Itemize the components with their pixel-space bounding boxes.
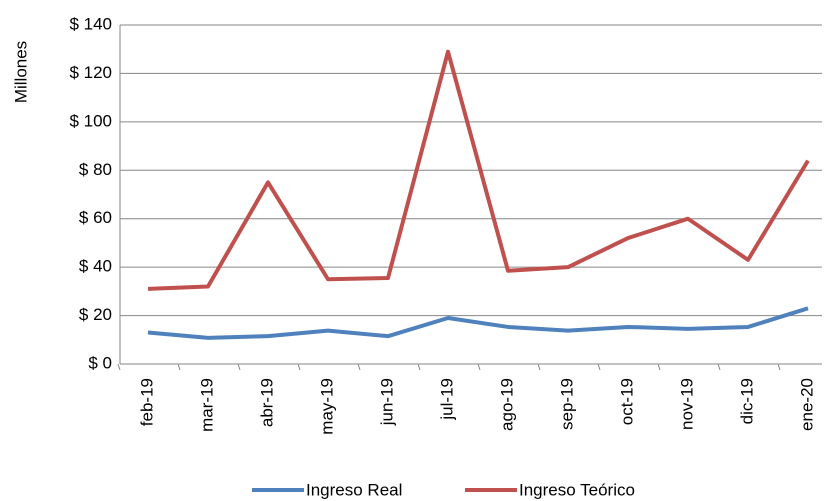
y-tick-label: $ 40 <box>79 257 112 276</box>
x-tick <box>477 363 481 371</box>
series-line <box>147 49 810 291</box>
x-tick-label: mar-19 <box>197 378 216 432</box>
y-tick-label: $ 60 <box>79 208 112 227</box>
x-tick <box>297 363 301 371</box>
x-tick-label: feb-19 <box>137 378 156 426</box>
x-tick <box>177 363 181 371</box>
y-tick-label: $ 80 <box>79 160 112 179</box>
x-tick <box>597 363 601 371</box>
x-tick-label: dic-19 <box>737 378 756 424</box>
y-tick-label: $ 0 <box>88 353 112 372</box>
legend-label: Ingreso Real <box>306 480 402 499</box>
y-tick-label: $ 140 <box>69 14 112 33</box>
x-tick-label: may-19 <box>317 378 336 435</box>
x-tick <box>657 363 661 371</box>
x-tick <box>777 363 781 371</box>
y-axis-label: Millones <box>11 41 30 103</box>
x-tick <box>717 363 721 371</box>
x-tick-label: oct-19 <box>617 378 636 425</box>
x-tick-label: jul-19 <box>437 378 456 421</box>
x-tick <box>417 363 421 371</box>
x-tick-label: abr-19 <box>257 378 276 427</box>
x-tick-label: ene-20 <box>797 378 816 431</box>
x-tick <box>537 363 541 371</box>
x-tick <box>237 363 241 371</box>
x-tick-label: jun-19 <box>377 378 396 426</box>
x-tick <box>117 363 121 371</box>
series-line <box>147 306 809 340</box>
x-tick-label: sep-19 <box>557 378 576 430</box>
x-tick-label: ago-19 <box>497 378 516 431</box>
x-tick-label: nov-19 <box>677 378 696 430</box>
y-tick-label: $ 100 <box>69 111 112 130</box>
y-tick-label: $ 120 <box>69 63 112 82</box>
legend-label: Ingreso Teórico <box>519 480 635 499</box>
y-tick-label: $ 20 <box>79 305 112 324</box>
x-tick <box>357 363 361 371</box>
